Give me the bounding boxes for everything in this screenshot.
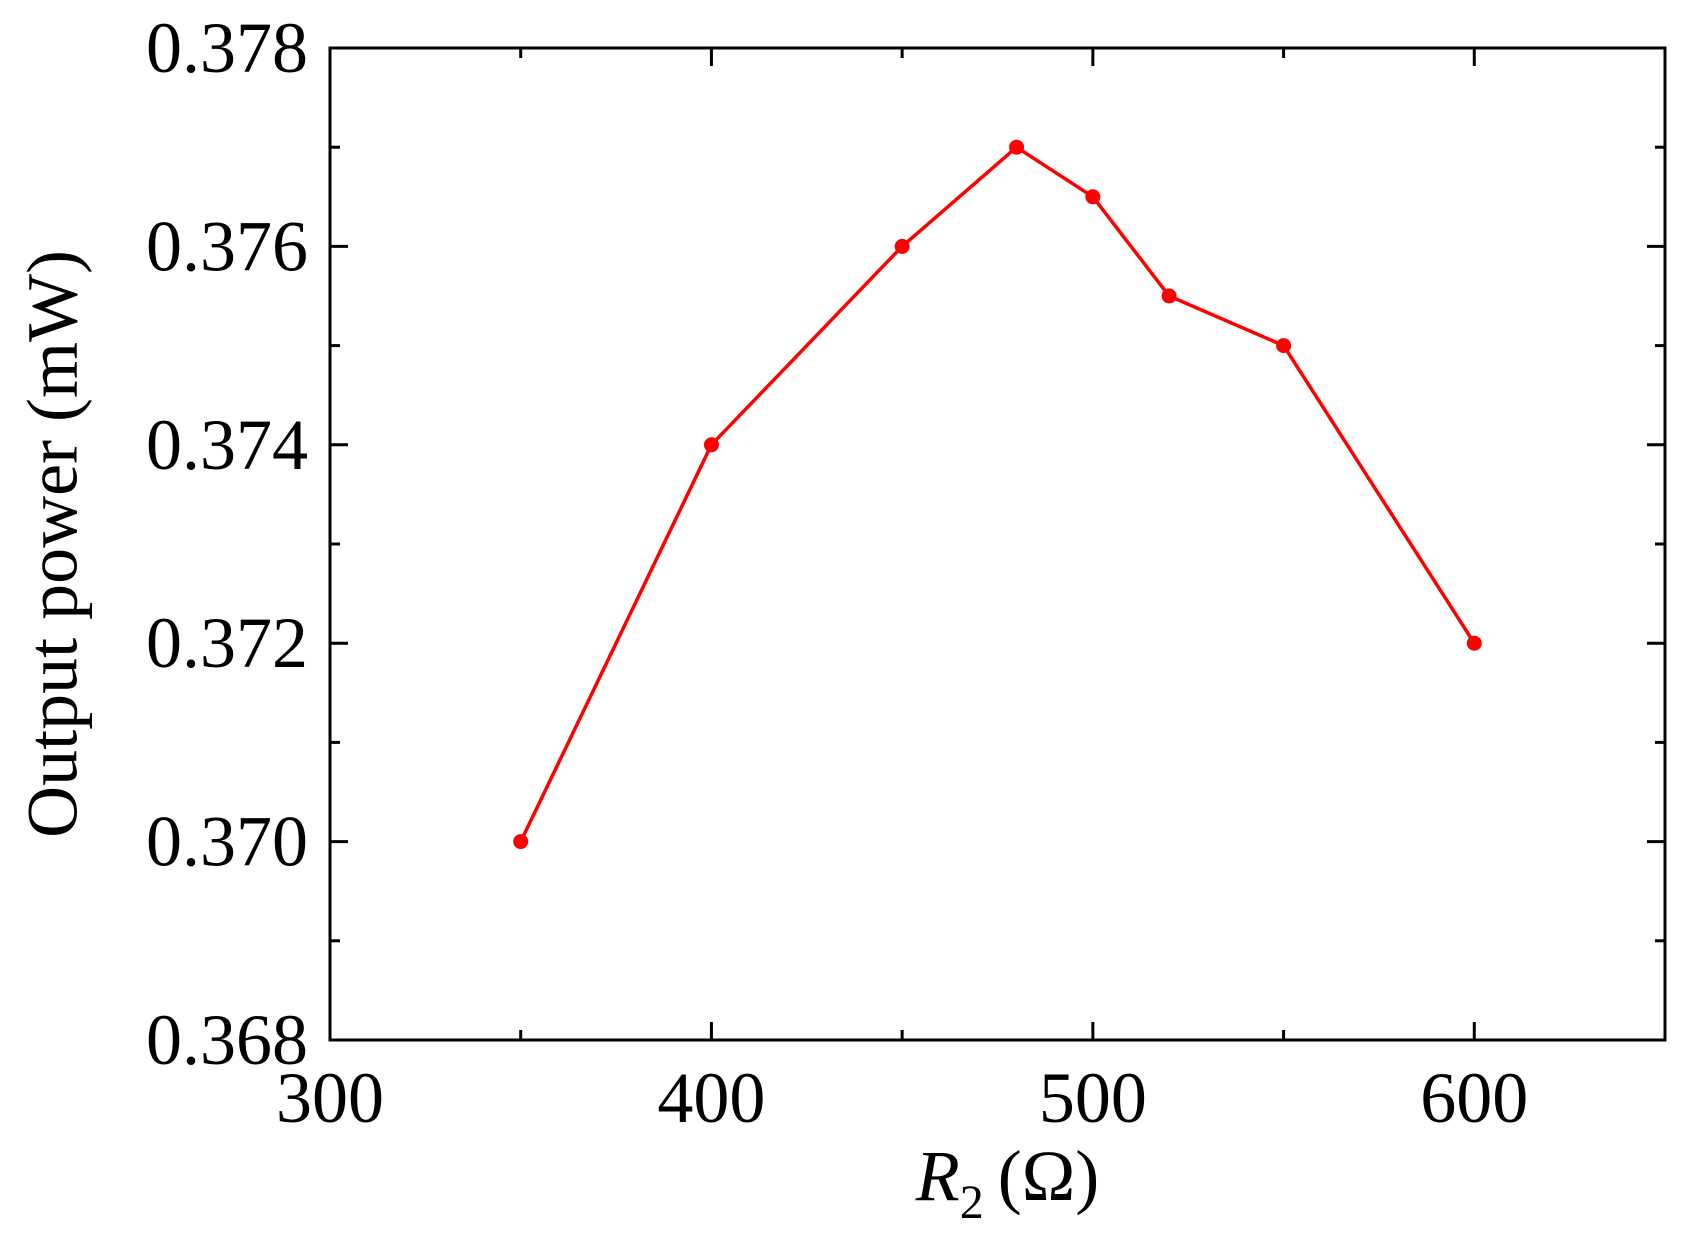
data-point	[1161, 288, 1177, 304]
labels-layer: 300 400 500 600 0.368 0.370 0.372 0.374 0.376 0.3…	[146, 8, 1528, 1138]
x-axis-title-unit: (Ω)	[998, 1136, 1099, 1216]
data-point	[1009, 139, 1025, 155]
data-point	[513, 834, 529, 850]
y-tick-label: 0.378	[146, 8, 308, 88]
data-point	[1276, 338, 1292, 354]
y-tick-label: 0.370	[146, 802, 308, 882]
series-line	[519, 145, 1476, 843]
series-layer	[513, 139, 1482, 850]
x-tick-label: 600	[1420, 1058, 1528, 1138]
y-tick-label: 0.374	[146, 405, 308, 485]
x-tick-label: 400	[657, 1058, 765, 1138]
y-tick-label: 0.368	[146, 1000, 308, 1080]
x-tick-label: 500	[1039, 1058, 1147, 1138]
x-axis-title-symbol: R	[915, 1136, 960, 1216]
ticks-layer	[328, 46, 1665, 1042]
y-axis-title: Output power (mW)	[13, 250, 93, 838]
y-tick-label: 0.376	[146, 206, 308, 286]
x-axis-title-subscript: 2	[960, 1176, 984, 1229]
plot-frame	[328, 46, 1667, 1042]
x-axis-title: R2 (Ω)	[915, 1136, 1099, 1229]
x-tick-label: 300	[276, 1058, 384, 1138]
data-point	[1085, 189, 1101, 205]
data-point	[703, 437, 719, 453]
data-point	[1466, 635, 1482, 651]
y-tick-label: 0.372	[146, 603, 308, 683]
data-point	[894, 238, 910, 254]
